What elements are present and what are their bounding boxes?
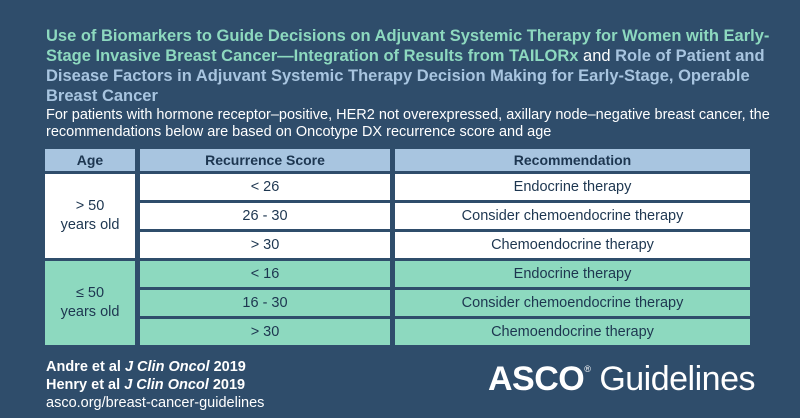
score-cell: > 30 bbox=[140, 319, 390, 345]
logo-guidelines-text: Guidelines bbox=[590, 360, 755, 398]
logo-asco-text: ASCO bbox=[488, 360, 585, 398]
recommendation-cell: Endocrine therapy bbox=[395, 174, 750, 200]
age-over-50-cell: > 50 years old bbox=[45, 174, 135, 258]
table-row: ≤ 50 years old < 16 Endocrine therapy bbox=[45, 261, 750, 345]
reference-year: 2019 bbox=[213, 359, 246, 375]
age-unit: years old bbox=[60, 304, 120, 320]
score-cell: < 16 bbox=[140, 261, 390, 287]
recommendation-cell: Consider chemoendocrine therapy bbox=[395, 203, 750, 229]
header-recurrence-score: Recurrence Score bbox=[140, 149, 390, 171]
page-title: Use of Biomarkers to Guide Decisions on … bbox=[46, 26, 786, 106]
table-row: 26 - 30 Consider chemoendocrine therapy bbox=[45, 203, 750, 229]
age-unit: years old bbox=[60, 217, 120, 233]
age-50-or-under-cell: ≤ 50 years old bbox=[45, 261, 135, 345]
recommendation-cell: Chemoendocrine therapy bbox=[395, 232, 750, 258]
table-row: > 30 Chemoendocrine therapy bbox=[45, 232, 750, 258]
table-row: > 30 Chemoendocrine therapy bbox=[45, 319, 750, 345]
reference-journal: J Clin Oncol bbox=[124, 359, 210, 375]
guidelines-url[interactable]: asco.org/breast-cancer-guidelines bbox=[46, 395, 265, 411]
subtitle: For patients with hormone receptor–posit… bbox=[46, 107, 770, 140]
title-biomarkers: Use of Biomarkers to Guide Decisions on … bbox=[46, 27, 770, 65]
recommendation-cell: Consider chemoendocrine therapy bbox=[395, 290, 750, 316]
reference-henry: Henry et al J Clin Oncol 2019 bbox=[46, 376, 264, 394]
header-recommendation: Recommendation bbox=[395, 149, 750, 171]
score-cell: 16 - 30 bbox=[140, 290, 390, 316]
reference-andre: Andre et al J Clin Oncol 2019 bbox=[46, 358, 264, 376]
reference-authors: Andre et al bbox=[46, 359, 121, 375]
table-header-row: Age Recurrence Score Recommendation bbox=[45, 149, 750, 171]
reference-journal: J Clin Oncol bbox=[124, 377, 209, 393]
recommendation-cell: Endocrine therapy bbox=[395, 261, 750, 287]
score-cell: 26 - 30 bbox=[140, 203, 390, 229]
logo-registered-mark: ® bbox=[584, 364, 591, 374]
reference-year: 2019 bbox=[212, 377, 246, 393]
header-age: Age bbox=[45, 149, 135, 171]
recommendation-cell: Chemoendocrine therapy bbox=[395, 319, 750, 345]
references: Andre et al J Clin Oncol 2019 Henry et a… bbox=[46, 358, 264, 412]
score-cell: > 30 bbox=[140, 232, 390, 258]
age-value: > 50 bbox=[75, 198, 105, 214]
title-patient-factors: Role of Patient and Disease Factors in A… bbox=[46, 47, 765, 105]
title-connector: and bbox=[583, 47, 611, 65]
score-cell: < 26 bbox=[140, 174, 390, 200]
asco-guidelines-logo: ASCO® Guidelines bbox=[488, 360, 755, 399]
reference-authors: Henry et al bbox=[46, 377, 121, 393]
table-row: > 50 years old < 26 Endocrine therapy bbox=[45, 174, 750, 258]
table-row: 16 - 30 Consider chemoendocrine therapy bbox=[45, 290, 750, 316]
age-value: ≤ 50 bbox=[75, 285, 105, 301]
recommendation-table: Age Recurrence Score Recommendation > 50… bbox=[40, 146, 755, 348]
